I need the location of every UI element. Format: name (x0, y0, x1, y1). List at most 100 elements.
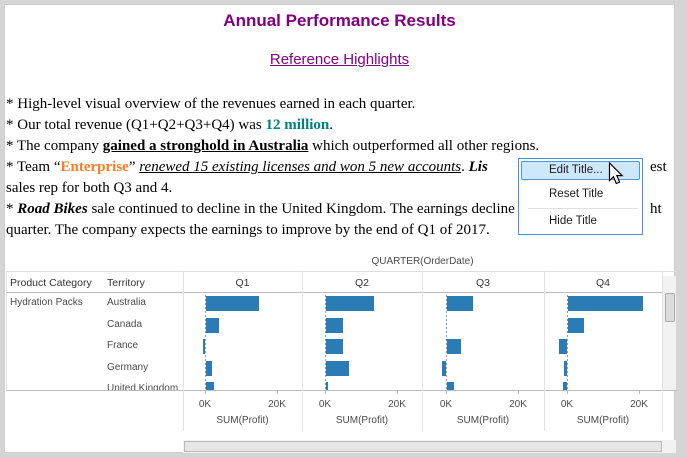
note-line-7: quarter. The company expects the earning… (6, 220, 670, 241)
axis-title-Q1: SUM(Profit) (216, 415, 269, 426)
note-text-segment: * (6, 201, 18, 217)
quarter-header-Q2: Q2 (354, 277, 369, 289)
chart-gridline (6, 271, 677, 272)
note-text-segment: renewed 15 existing licenses and won 5 n… (139, 159, 462, 175)
territory-label-australia: Australia (107, 297, 146, 308)
vertical-scrollbar-thumb[interactable] (665, 293, 675, 322)
chart-gridline (397, 390, 398, 394)
note-text-segment: . (461, 159, 469, 175)
bar-Q2-australia[interactable] (325, 296, 375, 311)
chart-dimension-label: QUARTER(OrderDate) (371, 256, 474, 267)
bar-Q2-canada[interactable] (325, 317, 343, 333)
chart-gridline (6, 292, 677, 293)
territory-label-canada: Canada (107, 318, 143, 330)
column-header-territory: Territory (107, 277, 145, 289)
note-text-segment: Lis (468, 159, 488, 175)
page-subtitle: Reference Highlights (269, 51, 410, 68)
note-text-segment: . (329, 117, 333, 133)
note-text-segment: 12 million (265, 117, 330, 133)
bar-Q2-united-kingdom[interactable] (325, 382, 328, 390)
context-menu: Edit Title... Reset Title Hide Title (518, 158, 643, 235)
bar-Q1-canada[interactable] (205, 317, 219, 333)
note-text-segment: ” (128, 159, 140, 175)
territory-label-france: France (107, 340, 139, 352)
chart-gridline (6, 390, 677, 391)
bar-Q1-france[interactable] (202, 339, 205, 355)
axis-tick-label: 0K (318, 399, 332, 410)
chart-gridline (639, 390, 640, 394)
axis-title-Q3: SUM(Profit) (456, 415, 510, 426)
axis-title-Q2: SUM(Profit) (335, 415, 389, 426)
note-text-fragment: ht (650, 201, 662, 217)
note-line-5: sales rep for both Q3 and 4. (6, 178, 670, 199)
bar-Q3-germany[interactable] (442, 360, 446, 376)
bar-Q4-united-kingdom[interactable] (563, 382, 567, 390)
bar-Q3-australia[interactable] (446, 296, 474, 311)
chart-gridline (183, 271, 184, 431)
chart-gridline (205, 390, 206, 394)
note-line-6: * Road Bikes sale continued to decline i… (6, 199, 670, 220)
bar-Q3-france[interactable] (446, 339, 461, 355)
chart-rows: Australia Canada France Germany United Kingd… (0, 293, 687, 390)
bar-Q2-germany[interactable] (325, 360, 350, 376)
note-text-segment: sales rep for both Q3 and 4. (6, 180, 173, 196)
note-text-segment: * Our total revenue (Q1+Q2+Q3+Q4) was (6, 117, 266, 133)
column-header-product-category: Product Category (10, 277, 92, 289)
zero-reference-line (446, 293, 447, 390)
bar-Q4-germany[interactable] (564, 360, 567, 376)
quarter-header-Q3: Q3 (475, 277, 490, 289)
chart-gridline (518, 390, 519, 394)
bar-Q3-united-kingdom[interactable] (446, 382, 455, 390)
axis-tick-label: 20K (388, 399, 406, 410)
chart-gridline (302, 271, 303, 431)
note-text-segment: Enterprise (60, 159, 129, 175)
axis-tick-label: 0K (198, 399, 212, 410)
note-text-segment: gained a stronghold in Australia (102, 138, 309, 154)
menu-item-reset-title[interactable]: Reset Title (549, 188, 604, 200)
axis-tick-label: 0K (439, 399, 453, 410)
chart-gridline (277, 390, 278, 394)
axis-tick-label: 0K (560, 399, 574, 410)
row-label-product-category: Hydration Packs (10, 297, 83, 308)
bar-Q1-germany[interactable] (205, 360, 212, 376)
note-line-3: * The company gained a stronghold in Aus… (6, 136, 670, 157)
chart-gridline (662, 271, 663, 431)
zero-reference-line (325, 293, 326, 390)
axis-title-Q4: SUM(Profit) (576, 415, 630, 426)
chart-gridline (325, 390, 326, 394)
chart-gridline (567, 390, 568, 394)
quarter-header-Q1: Q1 (235, 277, 250, 289)
note-text-segment: quarter. The company expects the earning… (6, 222, 490, 238)
page-title: Annual Performance Results (223, 11, 456, 30)
note-line-2: * Our total revenue (Q1+Q2+Q3+Q4) was 12… (6, 115, 670, 136)
note-text-segment: * Team “ (6, 159, 61, 175)
bar-Q4-canada[interactable] (567, 317, 585, 333)
bar-Q2-france[interactable] (325, 339, 343, 355)
horizontal-scrollbar-thumb[interactable] (184, 441, 662, 452)
territory-label-germany: Germany (107, 361, 149, 373)
axis-tick-label: 20K (509, 399, 527, 410)
bar-Q4-france[interactable] (559, 339, 567, 355)
note-line-1: * High-level visual overview of the reve… (6, 94, 670, 115)
chart-gridline (6, 271, 7, 390)
bar-Q1-united-kingdom[interactable] (205, 382, 214, 390)
menu-separator (528, 208, 638, 209)
note-text-fragment: est (650, 159, 667, 175)
territory-label-united-kingdom: United Kingdom (107, 383, 179, 390)
menu-item-hide-title[interactable]: Hide Title (549, 215, 597, 227)
chart-gridline (544, 271, 545, 431)
note-text-segment: sale continued to decline in the United … (87, 201, 515, 217)
chart-gridline (446, 390, 447, 394)
bar-Q1-australia[interactable] (205, 296, 259, 311)
note-line-4: * Team “Enterprise” renewed 15 existing … (6, 157, 670, 178)
bar-Q4-australia[interactable] (567, 296, 643, 311)
quarter-header-Q4: Q4 (595, 277, 610, 289)
zero-reference-line (205, 293, 206, 390)
note-text-segment: * The company (6, 138, 103, 154)
axis-tick-label: 20K (268, 399, 286, 410)
note-text-segment: * High-level visual overview of the reve… (6, 96, 416, 112)
mouse-cursor-arrow-icon (608, 162, 624, 185)
note-text-segment: which outperformed all other regions. (308, 138, 540, 154)
